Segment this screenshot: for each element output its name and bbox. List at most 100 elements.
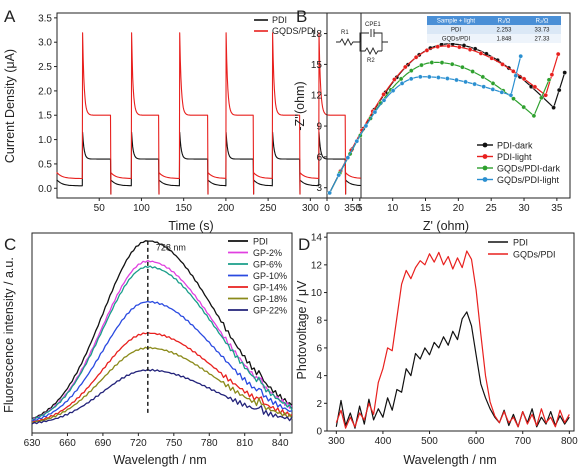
panel-b-point-gqds-pdi-light xyxy=(390,88,396,93)
panel-b-legend-label: GQDs/PDI-light xyxy=(497,175,560,185)
panel-a-ylabel: Current Density (μA) xyxy=(3,49,17,163)
panel-b-legend-marker xyxy=(482,154,488,159)
panel-d-ytick-label: 6 xyxy=(316,343,322,354)
panel-b-point-pdi-dark xyxy=(551,105,556,110)
panel-d: D Photovoltage / μV Wavelength / nm 300 4… xyxy=(295,232,578,467)
panel-a-ytick-label: 0.5 xyxy=(38,159,52,170)
panel-b-point-pdi-light xyxy=(435,44,441,50)
panel-b-table-header: R₁/Ω xyxy=(498,19,511,25)
panel-d-xlabel: Wavelength / nm xyxy=(403,453,496,467)
panel-a-ytick-label: 3.5 xyxy=(38,13,52,24)
panel-a-letter: A xyxy=(4,7,16,26)
panel-c-xtick-label: 810 xyxy=(236,438,253,449)
panel-d-xtick-label: 500 xyxy=(421,436,438,447)
panel-b-ytick-label: 12 xyxy=(311,91,323,102)
panel-c-xtick-label: 780 xyxy=(201,438,218,449)
panel-b-point-pdi-light xyxy=(489,56,495,61)
panel-a-xtick-label: 350 xyxy=(344,203,361,214)
panel-b-point-gqds-pdi-dark xyxy=(460,64,465,70)
panel-b-point-pdi-dark xyxy=(562,70,568,75)
panel-b-point-gqds-pdi-light xyxy=(408,76,414,82)
panel-b-table-header: Sample + light xyxy=(437,19,476,25)
panel-b-point-pdi-light xyxy=(413,55,419,60)
panel-b-point-gqds-pdi-dark xyxy=(408,68,414,73)
panel-a-xtick-label: 150 xyxy=(175,203,192,214)
panel-b-xtick-label: 15 xyxy=(420,203,432,214)
panel-b-point-gqds-pdi-light xyxy=(436,75,441,80)
panel-a-frame xyxy=(56,12,362,199)
panel-b-circuit-r1 xyxy=(336,37,360,47)
panel-c-xtick-label: 630 xyxy=(24,438,41,449)
panel-c-peak-annotation: 728 nm xyxy=(156,242,186,252)
panel-b-xtick-label: 10 xyxy=(387,203,399,214)
panel-a-ytick-label: 1.0 xyxy=(38,135,52,146)
panel-b-point-gqds-pdi-light xyxy=(363,123,369,129)
panel-d-letter: D xyxy=(298,235,310,254)
panel-a: A Current Density (μA) Time (s) 50 100 150… xyxy=(3,7,362,233)
panel-b-point-gqds-pdi-light xyxy=(426,74,432,80)
panel-d-ytick-label: 10 xyxy=(311,288,323,299)
panel-b-circuit-cpe-label: CPE1 xyxy=(365,22,381,28)
panel-a-xtick-label: 250 xyxy=(260,203,277,214)
panel-b-xtick-label: 0 xyxy=(324,203,330,214)
panel-b-table-cell: 27.33 xyxy=(534,37,550,43)
panel-b-xtick-label: 25 xyxy=(486,203,498,214)
panel-b-point-pdi-light xyxy=(510,69,516,74)
panel-b-point-gqds-pdi-dark xyxy=(439,60,445,65)
panel-b-legend-label: GQDs/PDI-dark xyxy=(497,163,561,173)
panel-b-point-pdi-light xyxy=(521,76,527,82)
panel-c-legend-label: GP-2% xyxy=(253,248,282,258)
panel-d-ytick-label: 14 xyxy=(311,233,323,244)
panel-b-point-pdi-dark xyxy=(461,43,467,48)
panel-c-legend-label: GP-18% xyxy=(253,294,287,304)
panel-b-letter: B xyxy=(296,7,307,26)
panel-c-series-pdi xyxy=(31,240,293,420)
panel-b-series-gqds-pdi-light xyxy=(329,56,522,194)
panel-c-frame xyxy=(31,232,293,434)
panel-b-xlabel: Z' (ohm) xyxy=(423,219,469,233)
panel-a-xtick-label: 50 xyxy=(94,203,106,214)
panel-c-legend-label: PDI xyxy=(253,236,268,246)
panel-b-table-header-bg xyxy=(427,16,561,25)
panel-b-legend-marker xyxy=(482,142,488,148)
panel-d-ylabel: Photovoltage / μV xyxy=(295,280,309,380)
panel-d-ytick-label: 2 xyxy=(316,399,322,410)
panel-b-point-gqds-pdi-dark xyxy=(480,74,486,80)
panel-b-point-gqds-pdi-light xyxy=(472,81,477,87)
panel-c-letter: C xyxy=(4,235,16,254)
panel-d-ytick-label: 4 xyxy=(316,371,322,382)
panel-c-xtick-label: 840 xyxy=(272,438,289,449)
panel-c-xtick-label: 690 xyxy=(95,438,112,449)
panel-c-xtick-label: 660 xyxy=(59,438,76,449)
panel-c-series-gp-10 xyxy=(31,300,293,422)
panel-b-legend-label: PDI-dark xyxy=(497,140,533,150)
panel-b-point-pdi-light xyxy=(532,84,538,90)
panel-b-point-pdi-light xyxy=(549,72,555,77)
panel-a-ytick-label: 3.0 xyxy=(38,38,52,49)
panel-d-xtick-label: 600 xyxy=(468,436,485,447)
panel-d-xtick-label: 400 xyxy=(375,436,392,447)
panel-b-point-pdi-light xyxy=(392,77,397,82)
panel-b-circuit-r2-label: R2 xyxy=(367,58,375,64)
panel-b-point-gqds-pdi-light xyxy=(445,76,450,81)
panel-b-point-pdi-light xyxy=(446,43,451,49)
panel-c-series-gp-6 xyxy=(31,265,293,421)
panel-b-table-cell: GQDs/PDI xyxy=(442,37,471,43)
panel-b-point-pdi-light xyxy=(478,51,484,56)
panel-a-ytick-label: 0.0 xyxy=(38,184,52,195)
panel-a-xlabel: Time (s) xyxy=(168,219,213,233)
panel-b-point-gqds-pdi-light xyxy=(417,74,423,80)
panel-b-point-pdi-light xyxy=(456,44,462,50)
panel-b-point-gqds-pdi-dark xyxy=(429,60,435,65)
panel-b-point-gqds-pdi-dark xyxy=(398,76,404,82)
panel-a-xtick-label: 300 xyxy=(302,203,319,214)
panel-b-table-cell: 33.73 xyxy=(534,28,550,34)
panel-a-legend-label: GQDS/PDI xyxy=(272,26,316,36)
panel-d-ytick-label: 8 xyxy=(316,316,322,327)
panel-b-point-gqds-pdi-light xyxy=(490,87,496,92)
panel-b-point-gqds-pdi-dark xyxy=(539,95,544,101)
panel-d-series-gqds-pdi xyxy=(335,250,570,429)
panel-b-point-gqds-pdi-dark xyxy=(419,62,424,68)
panel-c-series-gp-14 xyxy=(31,332,293,423)
